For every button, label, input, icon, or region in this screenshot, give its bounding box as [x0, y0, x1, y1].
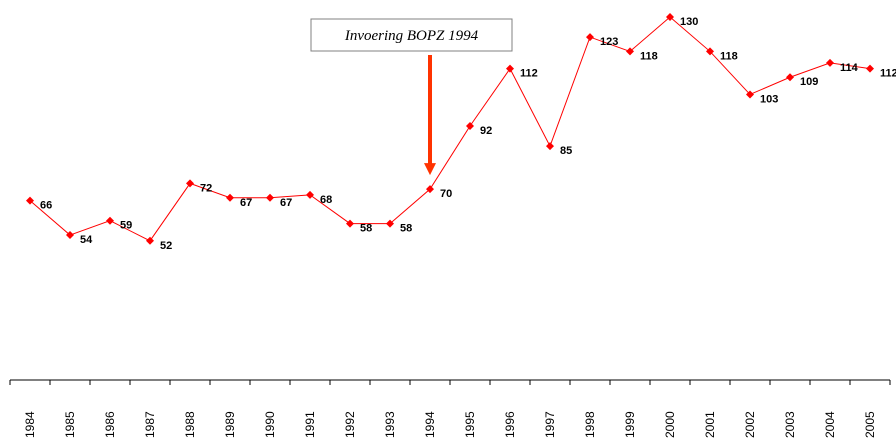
data-label: 67	[240, 197, 252, 209]
marker	[106, 216, 114, 225]
x-tick-label: 1988	[183, 411, 197, 438]
x-tick-label: 1992	[343, 411, 357, 438]
x-tick-label: 1999	[623, 411, 637, 438]
x-tick-label: 2002	[743, 411, 757, 438]
marker	[866, 64, 874, 73]
marker	[466, 122, 474, 131]
annotation-box	[310, 18, 513, 52]
x-tick-label: 1990	[263, 411, 277, 438]
x-tick-label: 1996	[503, 411, 517, 438]
marker	[786, 73, 794, 82]
data-label: 58	[360, 223, 372, 235]
marker	[386, 219, 394, 228]
marker	[426, 185, 434, 194]
marker	[546, 142, 554, 151]
x-tick-label: 1995	[463, 411, 477, 438]
data-label: 54	[80, 234, 93, 246]
annotation-arrowhead	[424, 163, 436, 176]
data-label: 130	[680, 16, 698, 28]
marker	[626, 47, 634, 56]
x-tick-label: 2005	[863, 411, 877, 438]
x-tick-label: 2004	[823, 411, 837, 438]
data-label: 118	[720, 50, 738, 62]
x-tick-label: 1987	[143, 411, 157, 438]
x-tick-label: 1993	[383, 411, 397, 438]
marker	[266, 193, 274, 202]
data-label: 85	[560, 145, 572, 157]
x-tick-label: 1986	[103, 411, 117, 438]
x-tick-label: 2000	[663, 411, 677, 438]
data-label: 112	[880, 68, 896, 80]
data-label: 70	[440, 188, 452, 200]
x-tick-label: 1985	[63, 411, 77, 438]
data-label: 66	[40, 200, 52, 212]
data-label: 68	[320, 194, 332, 206]
marker	[146, 236, 154, 245]
marker	[66, 231, 74, 240]
data-label: 103	[760, 93, 778, 105]
marker	[186, 179, 194, 188]
x-tick-label: 1991	[303, 411, 317, 438]
data-label: 52	[160, 240, 172, 252]
data-label: 114	[840, 62, 859, 74]
marker	[306, 190, 314, 199]
marker	[586, 33, 594, 42]
data-label: 109	[800, 76, 818, 88]
marker	[226, 193, 234, 202]
data-label: 67	[280, 197, 292, 209]
x-tick-label: 1998	[583, 411, 597, 438]
data-label: 112	[520, 68, 538, 80]
x-tick-label: 2003	[783, 411, 797, 438]
line	[29, 16, 871, 242]
annotation: Invoering BOPZ 1994	[344, 28, 479, 44]
marker	[26, 196, 34, 205]
marker	[746, 90, 754, 99]
x-tick-label: 1997	[543, 411, 557, 438]
data-label: 118	[640, 50, 658, 62]
marker	[506, 64, 514, 73]
data-label: 59	[120, 220, 132, 232]
x-tick-label: 1984	[23, 411, 37, 438]
marker	[666, 12, 674, 21]
marker	[346, 219, 354, 228]
x-tick-label: 2001	[703, 411, 717, 438]
x-tick-label: 1989	[223, 411, 237, 438]
data-label: 72	[200, 182, 212, 194]
data-label: 92	[480, 125, 492, 137]
marker	[826, 58, 834, 67]
data-label: 58	[400, 223, 412, 235]
x-tick-label: 1994	[423, 411, 437, 438]
data-label: 123	[600, 36, 618, 48]
marker	[706, 47, 714, 56]
